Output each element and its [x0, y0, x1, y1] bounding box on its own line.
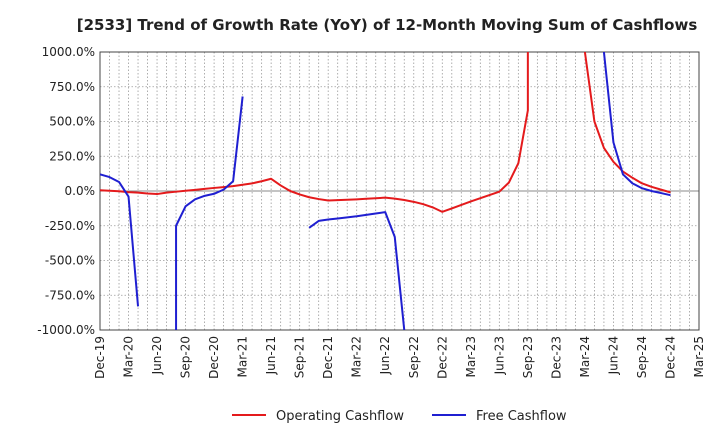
x-tick-label: Dec-19	[93, 336, 107, 379]
x-tick-label: Mar-22	[350, 336, 364, 377]
x-tick-label: Mar-21	[236, 336, 250, 377]
plot-area: 1000.0% 750.0% 500.0% 250.0% 0.0% -250.0% -500…	[37, 45, 706, 379]
x-tick-label: Jun-20	[150, 336, 164, 375]
y-tick-label: 250.0%	[49, 149, 95, 163]
legend-label: Free Cashflow	[476, 409, 567, 424]
y-tick-label: -250.0%	[45, 219, 95, 233]
x-tick-label: Mar-20	[122, 336, 136, 377]
y-tick-label: -500.0%	[45, 254, 95, 268]
legend: Operating Cashflow Free Cashflow	[232, 409, 567, 424]
x-tick-label: Jun-23	[492, 336, 506, 375]
x-tick-label: Jun-21	[264, 336, 278, 375]
x-tick-label: Sep-23	[521, 336, 535, 378]
x-tick-label: Sep-21	[293, 336, 307, 378]
x-tick-label: Sep-20	[179, 336, 193, 378]
x-tick-label: Sep-22	[407, 336, 421, 378]
series-lines	[100, 52, 671, 330]
series-line-free-cashflow	[100, 52, 671, 330]
y-tick-label: 500.0%	[49, 115, 95, 129]
x-tick-label: Dec-21	[321, 336, 335, 379]
x-tick-label: Dec-23	[549, 336, 563, 379]
x-tick-label: Dec-22	[435, 336, 449, 379]
x-tick-label: Mar-24	[578, 336, 592, 377]
x-tick-label: Jun-22	[378, 336, 392, 375]
y-tick-label: 750.0%	[49, 80, 95, 94]
chart-title: [2533] Trend of Growth Rate (YoY) of 12-…	[77, 16, 698, 34]
x-tick-label: Dec-24	[663, 336, 677, 379]
series-line-operating-cashflow	[100, 52, 671, 213]
y-tick-label: -1000.0%	[37, 323, 95, 337]
x-tick-label: Dec-20	[207, 336, 221, 379]
y-tick-label: 1000.0%	[42, 45, 95, 59]
x-tick-label: Mar-25	[692, 336, 706, 377]
x-tick-label: Jun-24	[606, 336, 620, 375]
y-tick-label: -750.0%	[45, 288, 95, 302]
x-tick-label: Sep-24	[635, 336, 649, 378]
legend-label: Operating Cashflow	[276, 409, 404, 424]
x-tick-label: Mar-23	[464, 336, 478, 377]
y-tick-label: 0.0%	[65, 184, 96, 198]
